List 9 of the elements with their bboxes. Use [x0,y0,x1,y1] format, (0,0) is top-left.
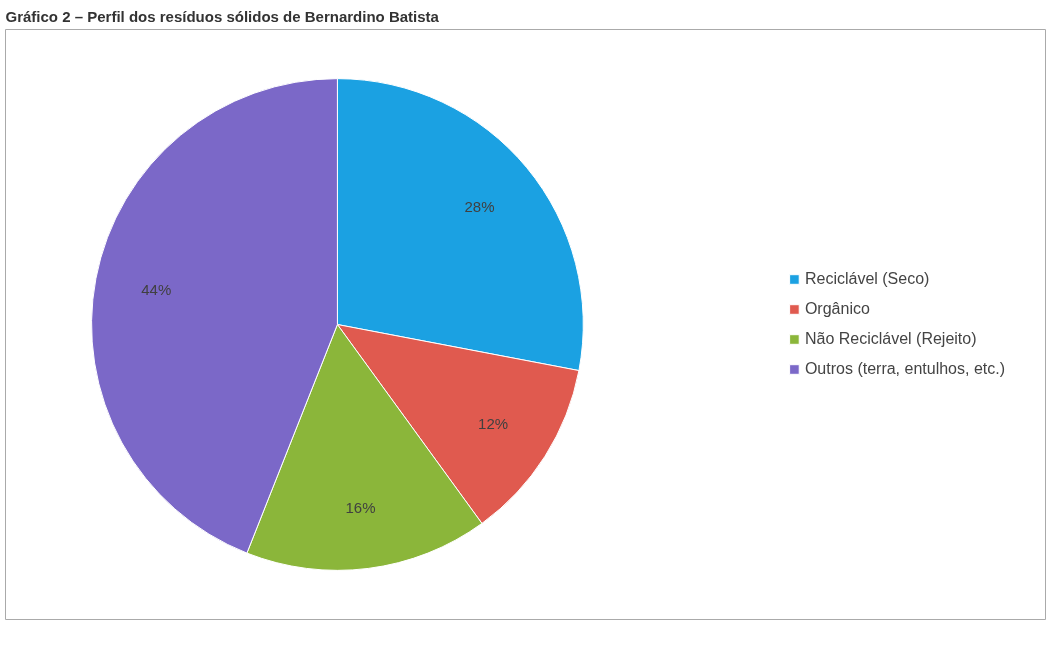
data-label: 16% [345,498,376,516]
data-label: 28% [464,198,495,216]
legend-label: Orgânico [804,300,870,318]
data-label: 44% [141,281,172,299]
data-label: 12% [478,414,509,432]
legend-label: Outros (terra, entulhos, etc.) [804,360,1005,378]
chart-title: Gráfico 2 – Perfil dos resíduos sólidos de Bernardino Batista [5,7,440,25]
legend-label: Reciclável (Seco) [804,270,930,288]
legend-label: Não Reciclável (Rejeito) [804,330,977,348]
